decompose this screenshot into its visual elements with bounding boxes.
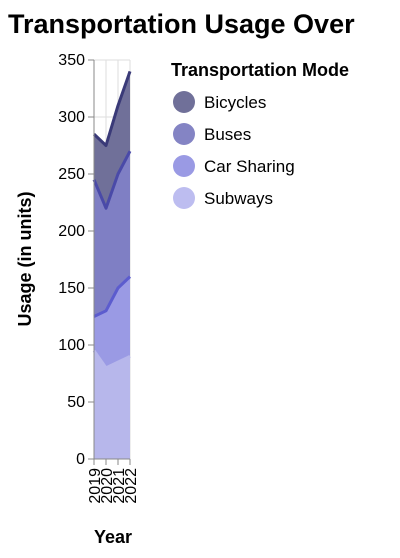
line-subways <box>92 349 131 370</box>
x-tick-label-2020: 2020 <box>99 468 116 504</box>
legend-symbol-car-sharing <box>173 155 195 177</box>
y-tick-label-100: 100 <box>58 337 85 354</box>
y-tick-label-250: 250 <box>58 166 85 183</box>
line-bicycles <box>92 70 132 147</box>
legend: Bicycles Buses Car Sharing Subways <box>173 91 295 209</box>
legend-symbol-subways <box>173 187 195 209</box>
y-tick-label-350: 350 <box>58 52 85 69</box>
legend-symbol-buses <box>173 123 195 145</box>
area-buses <box>94 151 130 317</box>
y-tick-label-0: 0 <box>76 451 85 468</box>
legend-label-car-sharing: Car Sharing <box>204 157 295 176</box>
legend-label-bicycles: Bicycles <box>204 93 266 112</box>
line-car-sharing <box>93 275 132 318</box>
line-buses <box>92 150 132 210</box>
y-tick-label-150: 150 <box>58 280 85 297</box>
x-tick-label-2019: 2019 <box>87 468 104 504</box>
y-tick-label-50: 50 <box>67 394 85 411</box>
series-areas <box>94 71 130 459</box>
x-axis-title: Year <box>94 527 132 547</box>
y-tick-label-300: 300 <box>58 109 85 126</box>
legend-title: Transportation Mode <box>171 60 349 80</box>
series-lines <box>92 70 132 370</box>
legend-label-subways: Subways <box>204 189 273 208</box>
x-tick-label-2022: 2022 <box>123 468 140 504</box>
x-tick-label-2021: 2021 <box>111 468 128 504</box>
area-car-sharing <box>94 276 130 368</box>
chart-title: Transportation Usage Over <box>8 9 355 39</box>
legend-symbol-bicycles <box>173 91 195 113</box>
area-bicycles <box>94 71 130 209</box>
area-subways <box>94 350 130 459</box>
y-tick-label-200: 200 <box>58 223 85 240</box>
legend-label-buses: Buses <box>204 125 251 144</box>
y-axis-title: Usage (in units) <box>15 191 35 326</box>
